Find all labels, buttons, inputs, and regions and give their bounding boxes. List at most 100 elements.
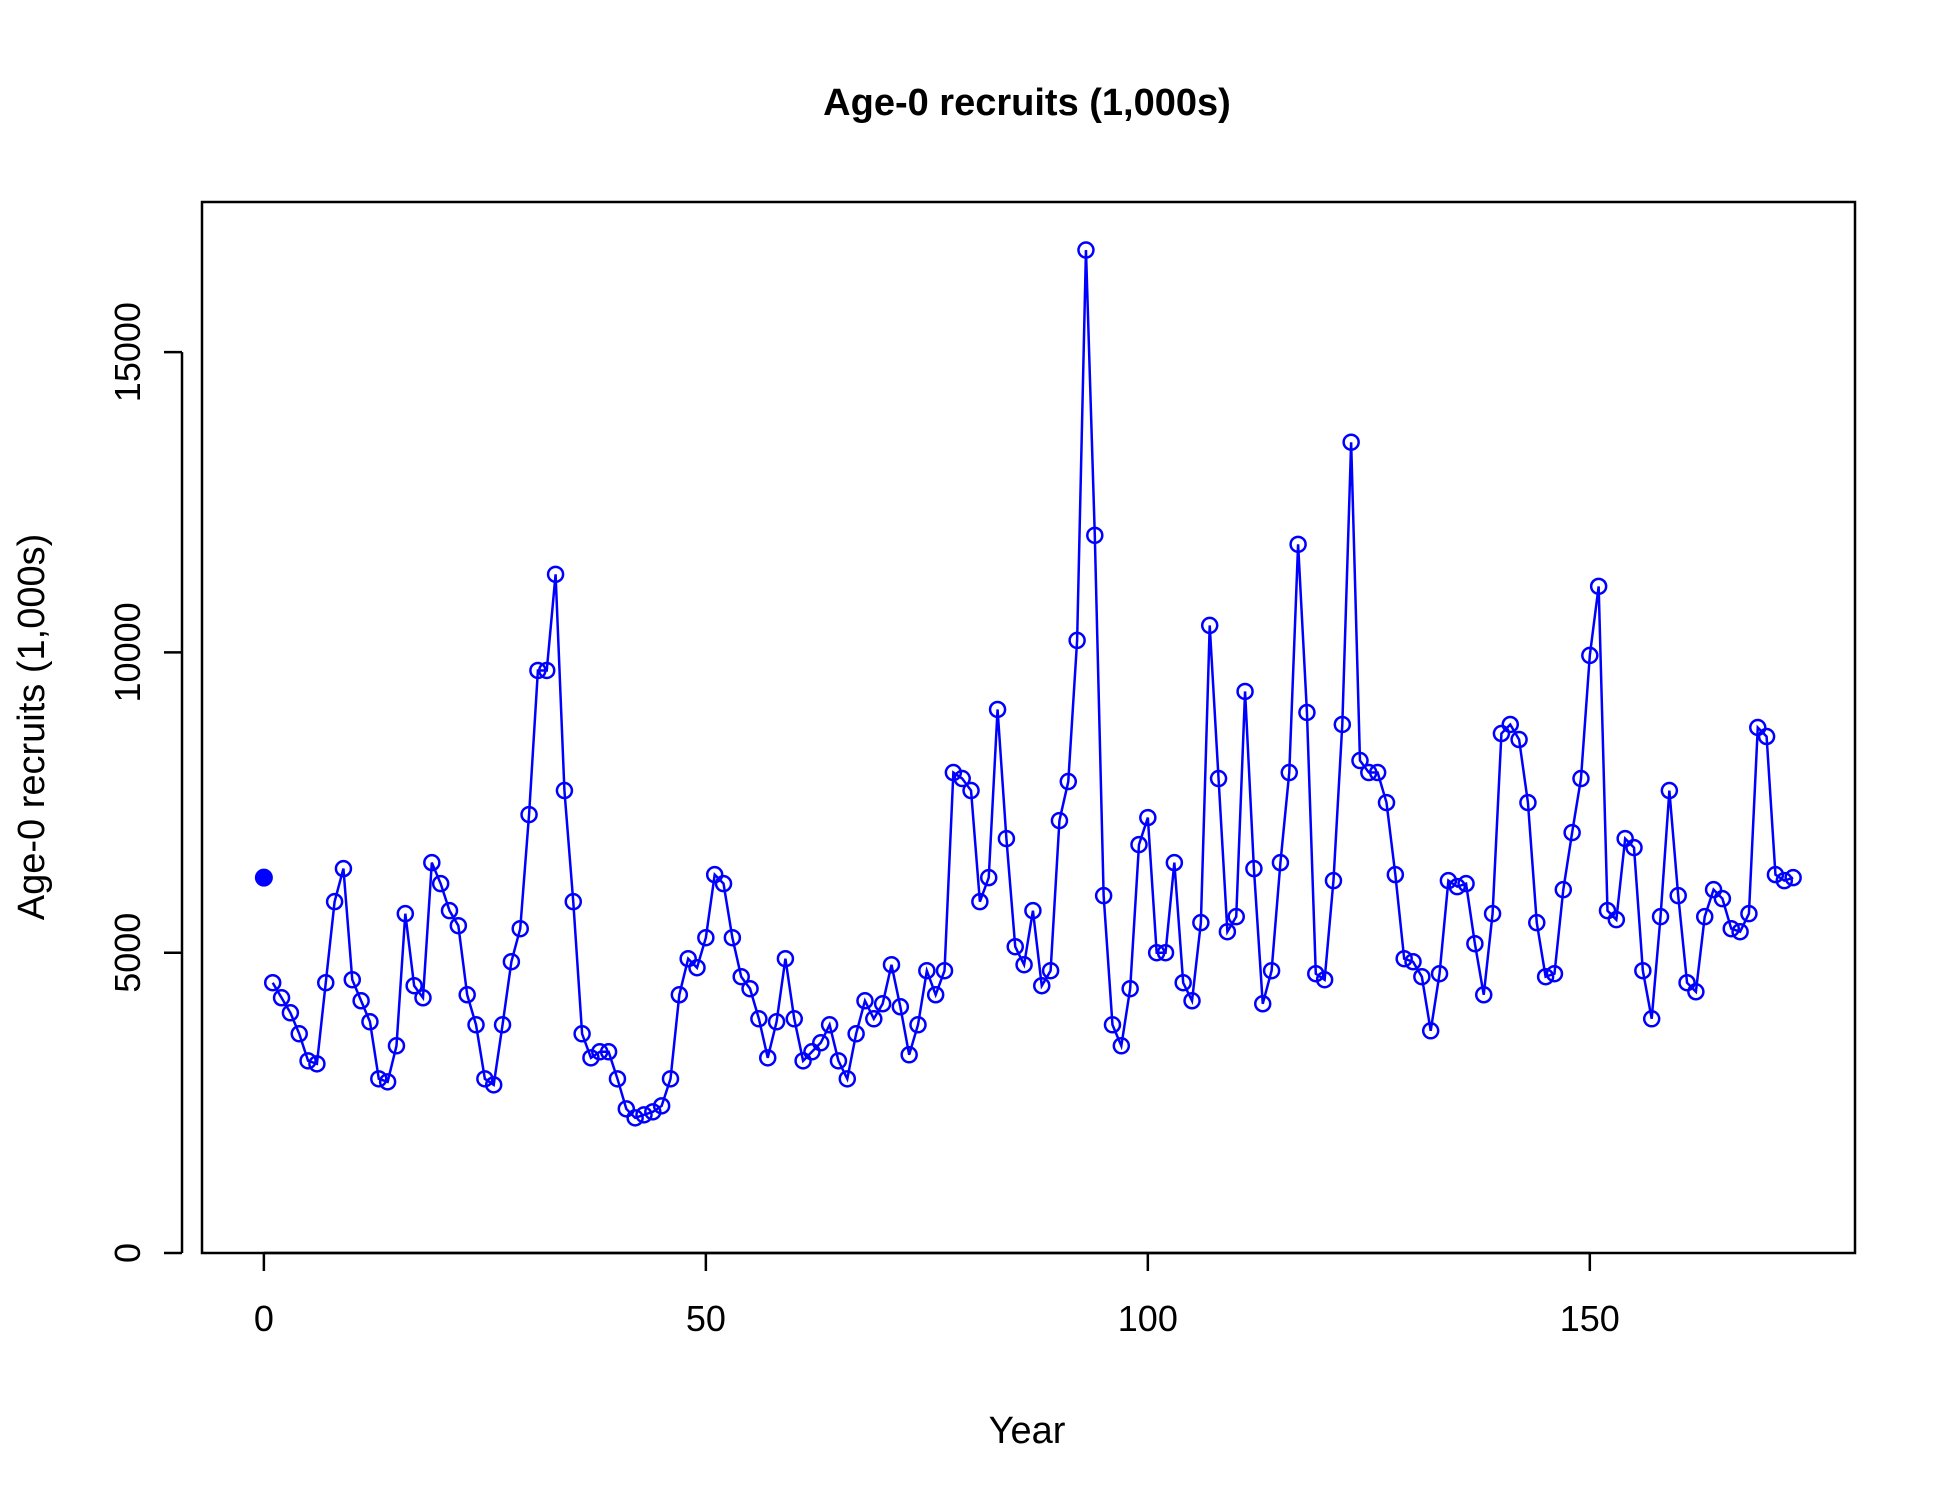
data-point <box>935 961 954 980</box>
data-point <box>1510 730 1528 749</box>
data-point <box>644 1103 662 1121</box>
data-point <box>1068 631 1086 650</box>
data-point <box>997 829 1016 848</box>
data-point <box>1545 964 1564 983</box>
data-point <box>1722 919 1740 938</box>
data-point <box>988 700 1007 719</box>
data-point <box>918 961 936 980</box>
data-point <box>1554 880 1573 899</box>
data-point <box>1413 967 1431 986</box>
data-point <box>1448 877 1466 896</box>
data-point <box>697 928 715 947</box>
data-point <box>1174 973 1192 992</box>
data-point <box>263 973 282 992</box>
y-axis: 0 5000 10000 15000 <box>107 302 184 1263</box>
data-point <box>431 874 450 893</box>
data-point <box>476 1070 494 1088</box>
data-point <box>599 1043 618 1061</box>
data-point <box>1183 992 1201 1010</box>
data-point <box>1200 616 1219 635</box>
data-point <box>325 892 344 911</box>
data-point <box>555 781 574 800</box>
data-point <box>423 853 441 872</box>
data-point <box>758 1049 777 1067</box>
data-point <box>1713 889 1732 908</box>
data-point <box>741 979 759 998</box>
data-point <box>652 1097 671 1115</box>
data-point <box>1501 715 1520 734</box>
data-point <box>1139 808 1157 827</box>
data-point <box>608 1070 627 1088</box>
data-point <box>1077 241 1095 259</box>
data-point <box>529 661 547 680</box>
data-point <box>803 1043 821 1061</box>
data-point <box>1775 871 1794 890</box>
data-point <box>891 998 910 1016</box>
data-point <box>1342 433 1360 451</box>
data-point <box>873 995 892 1013</box>
data-point <box>953 769 971 788</box>
data-point <box>1519 793 1537 812</box>
data-point <box>1766 865 1785 884</box>
data-point <box>537 661 556 680</box>
data-point <box>1289 535 1307 554</box>
x-tick-label: 0 <box>254 1298 274 1339</box>
data-point <box>1245 859 1263 878</box>
data-point <box>1280 763 1299 782</box>
data-point <box>352 992 370 1010</box>
data-point <box>971 892 989 911</box>
data-point <box>484 1076 503 1094</box>
data-point <box>1536 967 1555 986</box>
data-point <box>1227 907 1245 926</box>
data-point <box>1695 907 1714 926</box>
data-point <box>1209 769 1228 788</box>
data-point <box>785 1010 804 1028</box>
data-point <box>1315 970 1334 989</box>
data-point <box>1439 871 1458 890</box>
data-point <box>1616 829 1634 848</box>
data-point <box>1474 986 1493 1004</box>
y-tick-label: 15000 <box>107 302 148 402</box>
data-point <box>1050 811 1069 830</box>
data-point <box>1253 995 1272 1013</box>
data-point <box>1642 1010 1661 1028</box>
data-point <box>1086 526 1104 545</box>
data-point <box>1421 1022 1440 1040</box>
data-point <box>334 859 353 878</box>
data-point <box>1634 961 1652 980</box>
data-point <box>1563 823 1581 842</box>
data-point <box>1589 577 1608 596</box>
y-tick-label: 0 <box>107 1243 148 1263</box>
data-point <box>1430 964 1449 983</box>
data-point <box>1581 646 1599 665</box>
data-point <box>1165 853 1184 872</box>
data-point <box>1457 874 1475 893</box>
data-point <box>1192 913 1210 932</box>
data-point <box>794 1052 812 1070</box>
data-point <box>944 763 963 782</box>
data-point <box>467 1016 485 1034</box>
data-point <box>396 904 415 923</box>
data-point-filled <box>254 868 273 887</box>
data-point <box>1307 964 1325 983</box>
data-point <box>1041 961 1060 980</box>
data-point <box>1147 943 1166 962</box>
data-point <box>1262 961 1281 980</box>
data-point <box>1377 793 1396 812</box>
data-point <box>1395 949 1413 968</box>
data-point <box>1749 718 1767 737</box>
data-point <box>1121 979 1139 998</box>
data-point <box>723 928 742 947</box>
data-point <box>1669 886 1687 905</box>
data-point <box>820 1016 839 1034</box>
x-tick-label: 50 <box>686 1298 726 1339</box>
data-point <box>493 1016 512 1034</box>
data-point <box>1333 715 1352 734</box>
data-point <box>1678 973 1696 992</box>
data-point <box>1598 901 1617 920</box>
data-point <box>829 1052 848 1070</box>
data-point <box>979 868 998 887</box>
data-point <box>1015 955 1033 974</box>
data-point <box>635 1106 653 1124</box>
